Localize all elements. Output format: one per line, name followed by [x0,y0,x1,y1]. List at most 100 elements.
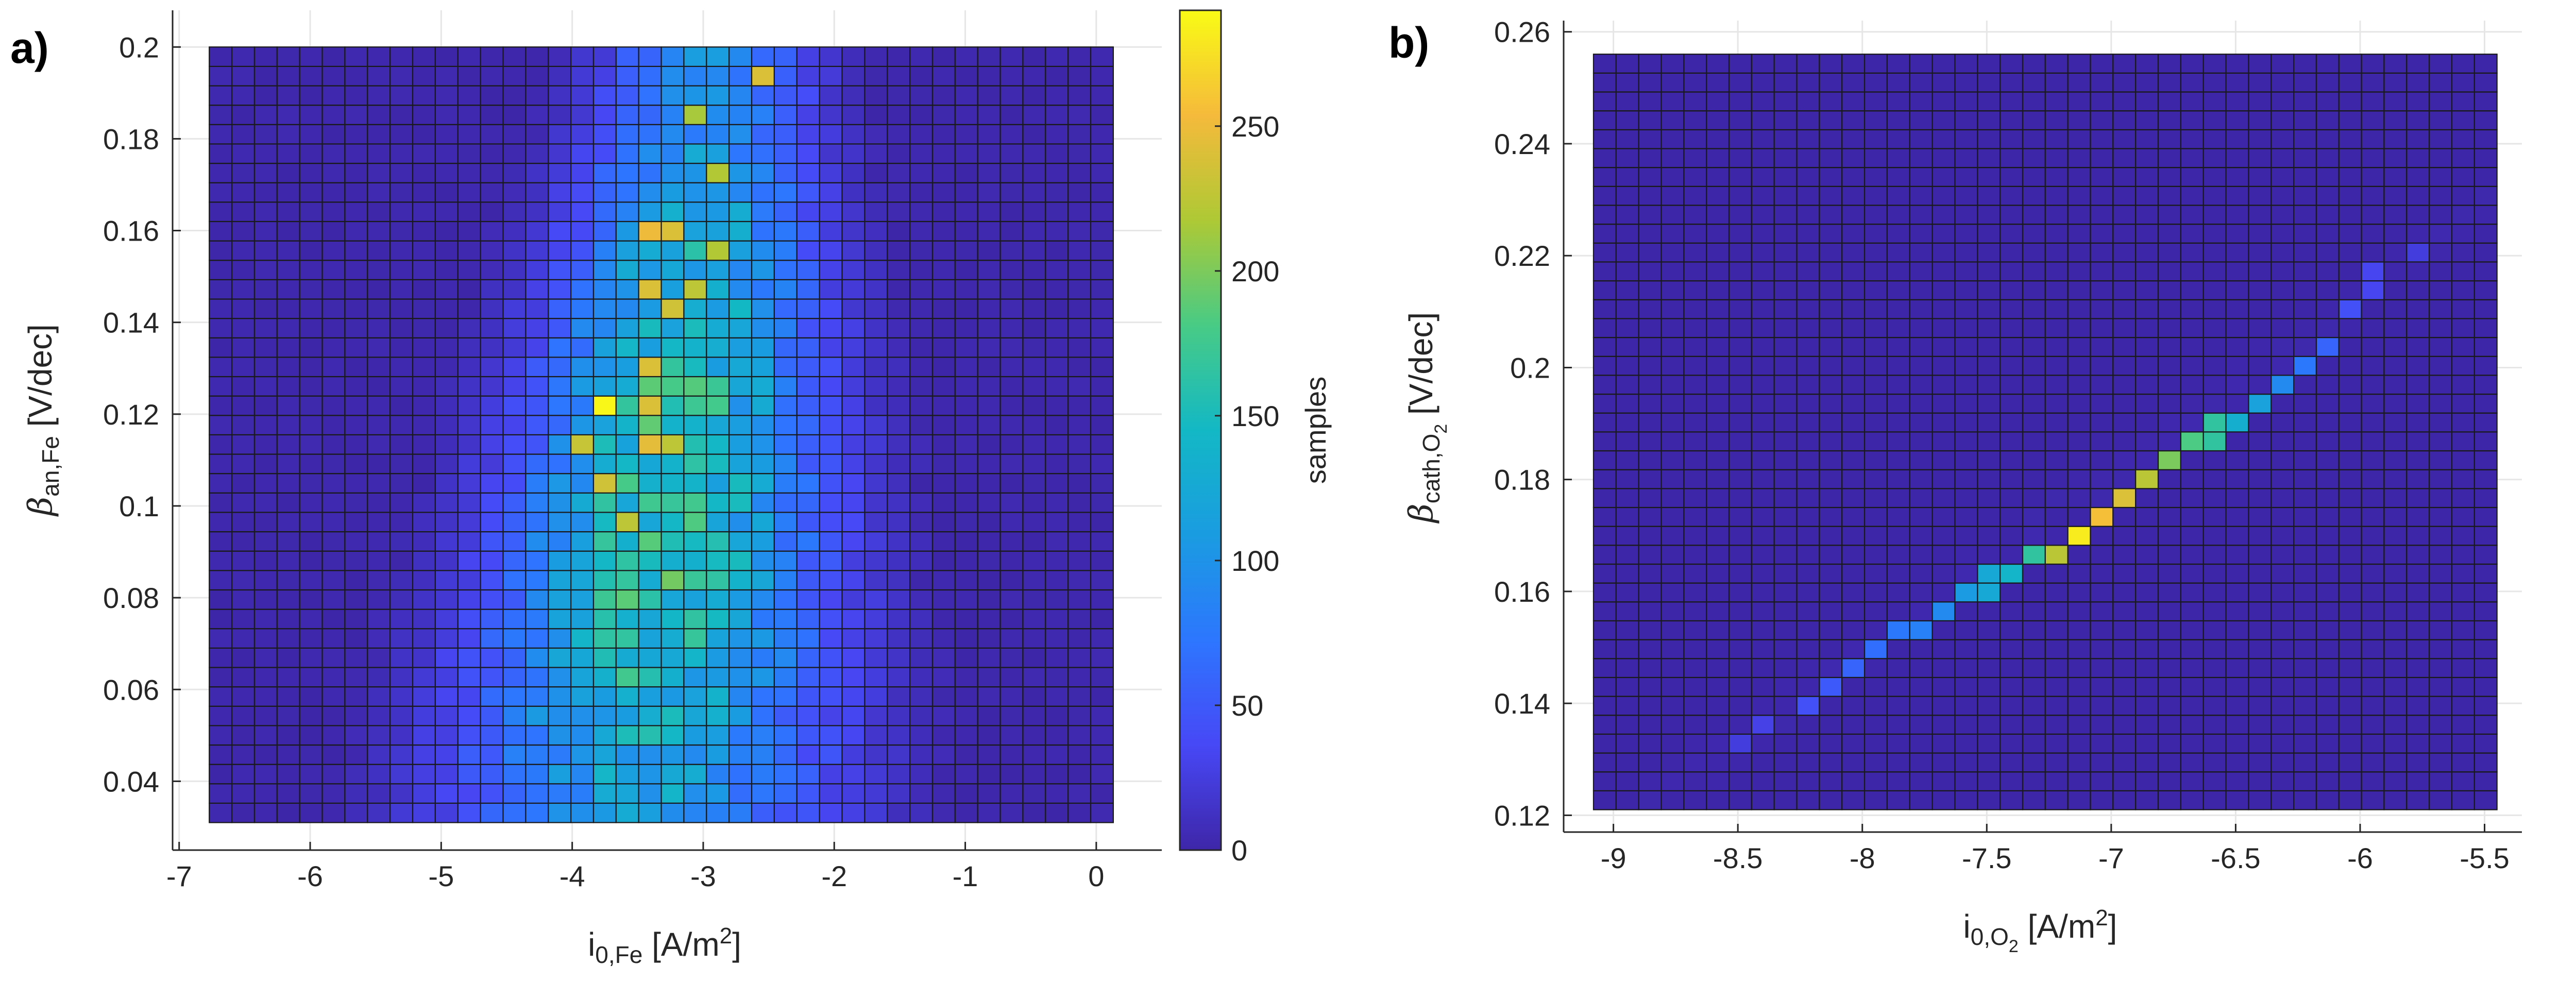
heatmap-cell [2090,148,2114,168]
heatmap-cell [570,65,595,87]
heatmap-cell [299,686,323,707]
heatmap-cell [728,647,753,668]
heatmap-cell [434,744,459,765]
heatmap-cell [1067,357,1092,378]
heatmap-cell [1796,506,1820,527]
heatmap-cell [502,357,527,378]
heatmap-cell [209,105,233,125]
heatmap-cell [2225,299,2249,319]
heatmap-cell [253,182,278,203]
heatmap-cell [2022,620,2046,640]
heatmap-cell [344,318,368,338]
heatmap-cell [2180,506,2204,527]
heatmap-cell [660,85,685,106]
heatmap-cell [1090,764,1114,785]
heatmap-cell [1090,337,1114,358]
heatmap-cell [367,376,391,397]
heatmap-cell [683,298,707,319]
heatmap-cell [660,531,685,552]
heatmap-cell [480,65,504,87]
heatmap-cell [2135,54,2159,74]
heatmap-cell [1728,620,1752,640]
heatmap-cell [2180,771,2204,791]
heatmap-cell [548,647,572,668]
heatmap-cell [2473,224,2498,244]
heatmap-cell [2338,129,2362,149]
heatmap-cell [2338,393,2362,414]
heatmap-cell [2157,129,2181,149]
heatmap-cell [231,357,256,378]
heatmap-cell [525,783,549,804]
heatmap-cell [909,608,934,630]
heatmap-cell [1090,647,1114,668]
heatmap-cell [253,85,278,106]
heatmap-cell [1090,667,1114,688]
heatmap-cell [2225,336,2249,357]
heatmap-cell [2429,72,2453,93]
heatmap-cell [2293,224,2317,244]
heatmap-cell [321,473,346,494]
heatmap-cell [299,725,323,746]
heatmap-cell [592,318,617,338]
heatmap-cell [638,46,662,67]
heatmap-cell [2248,336,2272,357]
heatmap-cell [2022,72,2046,93]
heatmap-cell [2406,110,2430,130]
heatmap-cell [977,395,1001,416]
heatmap-cell [457,376,481,397]
heatmap-cell [864,201,888,223]
heatmap-cell [660,667,685,688]
heatmap-cell [231,395,256,416]
heatmap-cell [2451,280,2475,300]
heatmap-cell [2451,318,2475,338]
heatmap-cell [434,85,459,106]
heatmap-cell [276,415,300,436]
heatmap-cell [2429,545,2453,565]
heatmap-cell [796,337,820,358]
heatmap-cell [2112,280,2137,300]
heatmap-cell [1683,733,1707,754]
heatmap-cell [2180,639,2204,659]
heatmap-cell [841,686,866,707]
heatmap-cell [1999,563,2024,584]
heatmap-cell [299,608,323,630]
heatmap-cell [2473,318,2498,338]
heatmap-cell [1863,148,1888,168]
heatmap-cell [615,65,639,87]
heatmap-cell [1706,54,1730,74]
heatmap-cell [1706,393,1730,414]
heatmap-cell [231,434,256,455]
heatmap-cell [2044,771,2069,791]
heatmap-cell [2383,412,2408,433]
heatmap-cell [1683,790,1707,810]
heatmap-cell [412,279,436,300]
heatmap-cell [1706,696,1730,716]
heatmap-cell [2225,375,2249,395]
heatmap-cell [2406,696,2430,716]
heatmap-cell [706,628,730,649]
heatmap-cell [1909,224,1933,244]
heatmap-cell [1022,453,1046,475]
heatmap-cell [1615,280,1639,300]
heatmap-cell [209,395,233,416]
heatmap-cell [253,512,278,533]
heatmap-cell [1886,563,1910,584]
heatmap-cell [2225,715,2249,735]
heatmap-cell [954,105,978,125]
heatmap-cell [592,240,617,261]
heatmap-cell [819,589,843,610]
heatmap-cell [1706,563,1730,584]
heatmap-cell [457,46,481,67]
heatmap-cell [1931,488,1956,509]
heatmap-cell [434,686,459,707]
heatmap-cell [2157,393,2181,414]
heatmap-cell [1660,336,1685,357]
heatmap-cell [728,357,753,378]
heatmap-cell [480,705,504,726]
heatmap-cell [2361,224,2385,244]
heatmap-cell [2338,110,2362,130]
heatmap-cell [2135,469,2159,489]
heatmap-cell [231,201,256,223]
heatmap-cell [480,453,504,475]
heatmap-cell [412,415,436,436]
